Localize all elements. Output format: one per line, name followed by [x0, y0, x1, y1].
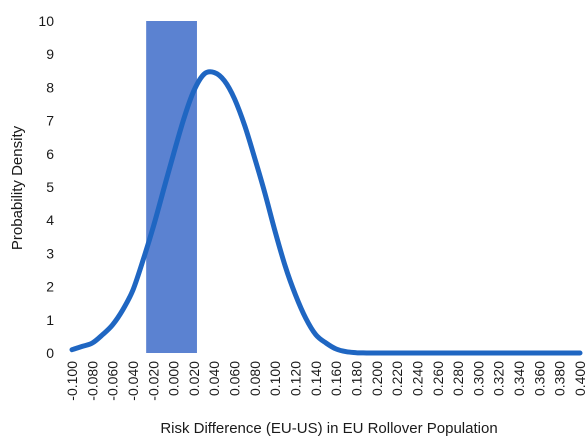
x-tick-label: 0.280	[450, 361, 466, 396]
x-tick-label: 0.360	[531, 361, 547, 396]
y-tick-label: 1	[46, 312, 54, 328]
x-tick-label: 0.020	[186, 361, 202, 396]
y-tick-label: 7	[46, 113, 54, 129]
y-tick-label: 2	[46, 279, 54, 295]
x-tick-label: 0.260	[430, 361, 446, 396]
plot-area	[69, 21, 583, 356]
x-tick-label: -0.100	[64, 361, 80, 401]
x-tick-label: 0.400	[572, 361, 588, 396]
x-tick-label: -0.020	[145, 361, 161, 401]
y-tick-label: 4	[46, 212, 54, 228]
y-axis-ticks: 0 1 2 3 4 5 6 7 8 9 10	[38, 13, 54, 361]
x-tick-label: 0.000	[166, 361, 182, 396]
x-axis-ticks: -0.100 -0.080 -0.060 -0.040 -0.020 0.000 0.020…	[64, 361, 588, 401]
x-tick-label: -0.040	[125, 361, 141, 401]
x-tick-label: 0.300	[470, 361, 486, 396]
x-tick-label: 0.160	[328, 361, 344, 396]
x-tick-label: 0.120	[288, 361, 304, 396]
x-axis-title: Risk Difference (EU-US) in EU Rollover P…	[160, 420, 497, 437]
x-tick-label: 0.080	[247, 361, 263, 396]
x-tick-label: 0.040	[206, 361, 222, 396]
x-tick-label: 0.240	[409, 361, 425, 396]
y-tick-label: 5	[46, 179, 54, 195]
x-tick-label: 0.380	[552, 361, 568, 396]
y-tick-label: 6	[46, 146, 54, 162]
x-tick-label: -0.080	[84, 361, 100, 401]
x-tick-label: 0.100	[267, 361, 283, 396]
x-tick-label: 0.140	[308, 361, 324, 396]
x-tick-label: 0.340	[511, 361, 527, 396]
y-tick-label: 10	[38, 13, 54, 29]
y-tick-label: 0	[46, 345, 54, 361]
x-tick-label: 0.180	[348, 361, 364, 396]
x-tick-label: -0.060	[105, 361, 121, 401]
shaded-interval-band	[146, 21, 197, 353]
y-tick-label: 9	[46, 46, 54, 62]
x-tick-label: 0.060	[227, 361, 243, 396]
x-tick-label: 0.200	[369, 361, 385, 396]
y-axis-title: Probability Density	[9, 125, 26, 250]
y-tick-label: 3	[46, 245, 54, 261]
x-tick-label: 0.220	[389, 361, 405, 396]
x-tick-label: 0.320	[491, 361, 507, 396]
y-tick-label: 8	[46, 79, 54, 95]
density-curve	[69, 69, 583, 356]
